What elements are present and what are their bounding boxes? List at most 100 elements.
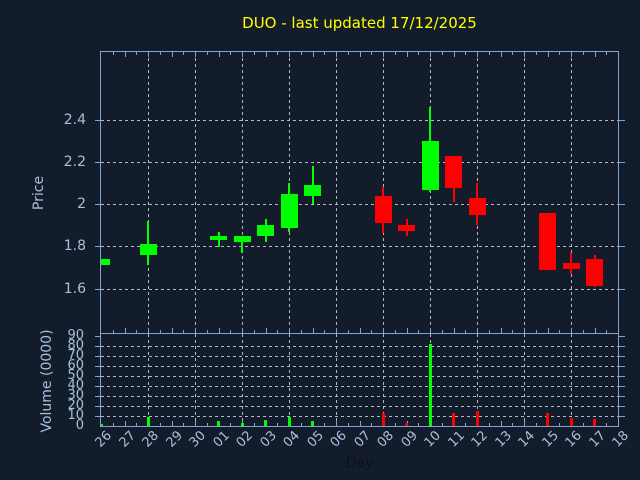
day-tick-mark xyxy=(172,52,173,57)
volume-bar xyxy=(593,419,596,426)
price-plot-area xyxy=(100,51,619,334)
candle-body xyxy=(375,196,392,223)
day-tick-mark xyxy=(183,423,184,426)
volume-gridline xyxy=(101,366,618,367)
volume-gridline xyxy=(101,356,618,357)
gridline-vertical xyxy=(571,334,572,426)
day-tick-mark xyxy=(254,330,255,333)
gridline-vertical xyxy=(336,334,337,426)
day-tick-mark xyxy=(489,52,490,55)
volume-tick-label: 90 xyxy=(67,328,84,343)
volume-tick-mark xyxy=(619,396,625,397)
day-tick-mark xyxy=(195,421,196,426)
volume-tick-mark xyxy=(95,336,101,337)
day-tick-mark xyxy=(606,52,607,55)
day-tick-mark xyxy=(242,328,243,333)
candle-body xyxy=(539,213,556,270)
volume-gridline xyxy=(101,376,618,377)
day-tick-mark xyxy=(207,423,208,426)
volume-bar xyxy=(101,424,103,426)
gridline-vertical xyxy=(430,52,431,333)
volume-tick-label: 0 xyxy=(75,418,84,433)
day-tick-mark xyxy=(125,52,126,57)
day-tick-mark xyxy=(219,52,220,57)
candle-body xyxy=(445,156,462,188)
price-tick-mark xyxy=(619,204,625,205)
volume-tick-label: 50 xyxy=(67,368,84,383)
candle-wick xyxy=(241,236,243,253)
day-tick-mark xyxy=(277,330,278,333)
day-tick-mark xyxy=(113,423,114,426)
day-tick-mark xyxy=(360,328,361,333)
gridline-vertical xyxy=(195,334,196,426)
day-tick-mark xyxy=(148,328,149,333)
gridline-vertical xyxy=(336,52,337,333)
day-tick-mark xyxy=(571,52,572,57)
day-tick-mark xyxy=(407,328,408,333)
day-tick-mark xyxy=(136,330,137,333)
day-tick-mark xyxy=(289,52,290,57)
day-tick-mark xyxy=(113,52,114,55)
day-tick-mark xyxy=(360,421,361,426)
volume-bar xyxy=(452,413,455,426)
day-tick-mark xyxy=(254,423,255,426)
price-tick-mark xyxy=(619,162,625,163)
day-tick-mark xyxy=(348,423,349,426)
day-tick-mark xyxy=(418,52,419,55)
day-tick-mark xyxy=(501,421,502,426)
gridline-vertical xyxy=(148,334,149,426)
candle-wick xyxy=(147,221,149,265)
day-tick-mark xyxy=(559,52,560,55)
volume-tick-mark xyxy=(95,376,101,377)
day-tick-mark xyxy=(536,330,537,333)
volume-bar xyxy=(405,423,408,426)
gridline-vertical xyxy=(242,334,243,426)
gridline-vertical xyxy=(148,52,149,333)
day-tick-mark xyxy=(524,328,525,333)
day-tick-mark xyxy=(407,52,408,57)
volume-bar xyxy=(546,413,549,426)
gridline-vertical xyxy=(242,52,243,333)
volume-tick-mark xyxy=(95,396,101,397)
candle-body xyxy=(398,225,415,231)
price-gridline xyxy=(101,120,618,121)
day-tick-mark xyxy=(383,52,384,57)
candle-body xyxy=(469,198,486,215)
price-gridline xyxy=(101,204,618,205)
day-tick-mark xyxy=(313,328,314,333)
price-tick-mark xyxy=(95,162,101,163)
day-tick-mark xyxy=(324,423,325,426)
day-tick-mark xyxy=(277,423,278,426)
price-tick-mark xyxy=(95,289,101,290)
day-tick-mark xyxy=(125,328,126,333)
day-tick-mark xyxy=(336,52,337,57)
day-tick-mark xyxy=(266,328,267,333)
day-tick-mark xyxy=(172,328,173,333)
day-tick-mark xyxy=(277,52,278,55)
day-tick-mark xyxy=(395,330,396,333)
day-tick-mark xyxy=(371,330,372,333)
volume-tick-mark xyxy=(619,336,625,337)
day-tick-mark xyxy=(512,52,513,55)
day-tick-mark xyxy=(371,52,372,55)
day-tick-mark xyxy=(371,423,372,426)
candle-body xyxy=(210,236,227,240)
day-tick-mark xyxy=(501,52,502,57)
volume-tick-mark xyxy=(95,366,101,367)
day-tick-mark xyxy=(301,330,302,333)
day-tick-mark xyxy=(207,330,208,333)
candle-body xyxy=(422,141,439,190)
day-tick-mark xyxy=(606,330,607,333)
gridline-vertical xyxy=(289,334,290,426)
price-tick-label: 2.4 xyxy=(63,112,86,128)
day-tick-mark xyxy=(242,52,243,57)
day-tick-mark xyxy=(219,328,220,333)
volume-tick-mark xyxy=(619,346,625,347)
day-tick-mark xyxy=(418,423,419,426)
volume-tick-mark xyxy=(619,366,625,367)
day-tick-mark xyxy=(465,423,466,426)
day-tick-mark xyxy=(230,330,231,333)
day-tick-mark xyxy=(183,330,184,333)
day-tick-mark xyxy=(442,423,443,426)
